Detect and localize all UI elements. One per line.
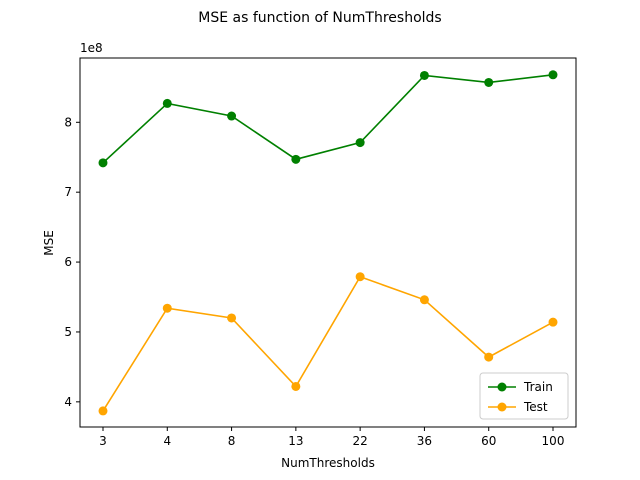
x-tick-label: 60	[481, 434, 496, 448]
data-point-train	[355, 138, 365, 148]
data-point-train	[98, 158, 108, 168]
data-point-train	[227, 111, 237, 121]
data-point-test	[227, 313, 237, 323]
data-point-test	[98, 406, 108, 416]
data-point-test	[484, 352, 494, 362]
x-tick-label: 3	[99, 434, 107, 448]
x-tick-label: 36	[417, 434, 432, 448]
data-point-train	[291, 154, 301, 164]
x-tick-label: 13	[288, 434, 303, 448]
data-point-test	[162, 303, 172, 313]
series-line-train	[102, 73, 554, 164]
y-scale-label: 1e8	[80, 41, 103, 55]
data-point-test	[419, 295, 429, 305]
legend-label-test: Test	[523, 400, 548, 414]
y-axis-label: MSE	[42, 230, 56, 256]
plot-frame	[79, 57, 577, 428]
data-point-train	[548, 70, 558, 80]
legend: Train Test	[479, 372, 569, 420]
data-point-train	[484, 77, 494, 87]
y-tick-label: 6	[64, 255, 72, 269]
data-point-train	[162, 98, 172, 108]
x-tick-label: 22	[353, 434, 368, 448]
series-line-test	[102, 275, 554, 412]
y-tick-label: 7	[64, 185, 72, 199]
legend-label-train: Train	[523, 380, 553, 394]
plot-area: 3 4 8 13 22 36 60 100 4 5 6 7 8	[64, 70, 564, 448]
legend-marker-test	[497, 402, 507, 412]
x-axis-label: NumThresholds	[281, 456, 375, 470]
y-tick-label: 5	[64, 325, 72, 339]
y-tick-label: 4	[64, 395, 72, 409]
legend-marker-train	[497, 382, 507, 392]
chart-title: MSE as function of NumThresholds	[198, 10, 441, 26]
data-point-train	[419, 70, 429, 80]
data-point-test	[291, 381, 301, 391]
x-tick-label: 4	[163, 434, 171, 448]
data-point-test	[548, 317, 558, 327]
x-tick-label: 8	[228, 434, 236, 448]
data-point-test	[355, 272, 365, 282]
y-tick-label: 8	[64, 115, 72, 129]
x-tick-label: 100	[542, 434, 565, 448]
